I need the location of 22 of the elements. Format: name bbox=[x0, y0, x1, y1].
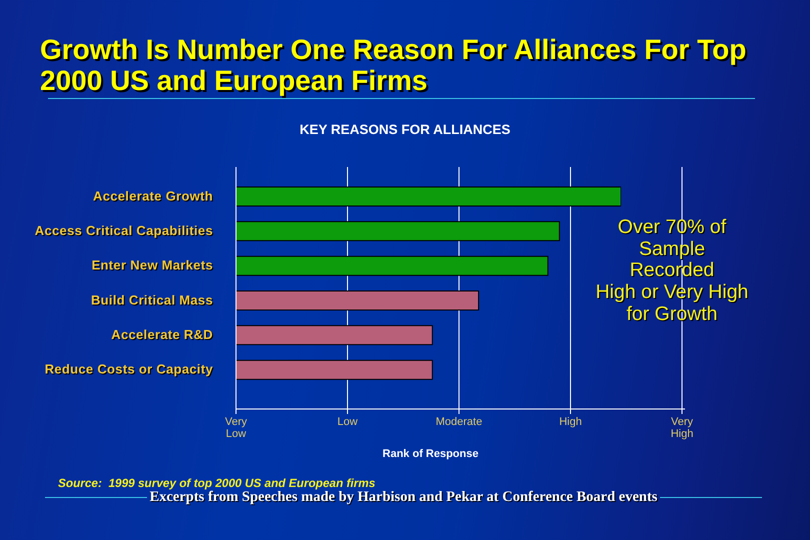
bar bbox=[236, 186, 621, 206]
text: Excerpts from Speeches made by Harbison and Pekar at Conference Board events bbox=[150, 489, 658, 506]
text: High bbox=[559, 416, 582, 428]
bar bbox=[236, 221, 560, 242]
bar bbox=[236, 290, 480, 310]
chart-subtitle: KEY REASONS FOR ALLIANCES bbox=[298, 122, 512, 137]
text: Very Low bbox=[224, 416, 248, 440]
bar bbox=[236, 256, 548, 276]
bar bbox=[236, 325, 433, 346]
y-tick-label: Reduce Costs or Capacity bbox=[44, 362, 214, 377]
bar bbox=[236, 360, 433, 380]
text: Low bbox=[337, 416, 358, 428]
x-axis-title: Rank of Response bbox=[382, 448, 478, 460]
y-tick-label: Build Critical Mass bbox=[90, 292, 213, 308]
y-tick-label: Enter New Markets bbox=[92, 258, 213, 273]
y-tick-label: Access Critical Capabilities bbox=[34, 223, 213, 238]
text: Very High bbox=[670, 416, 694, 440]
y-tick-label: Accelerate Growth bbox=[93, 188, 213, 204]
source-note: Source: 1999 survey of top 2000 US and European firms bbox=[58, 476, 376, 490]
y-tick-label: Accelerate R&D bbox=[111, 327, 213, 342]
text: Moderate bbox=[436, 416, 482, 428]
chart-title: Growth Is Number One Reason For Alliances For Top 2000 US and European Firms bbox=[40, 34, 748, 96]
